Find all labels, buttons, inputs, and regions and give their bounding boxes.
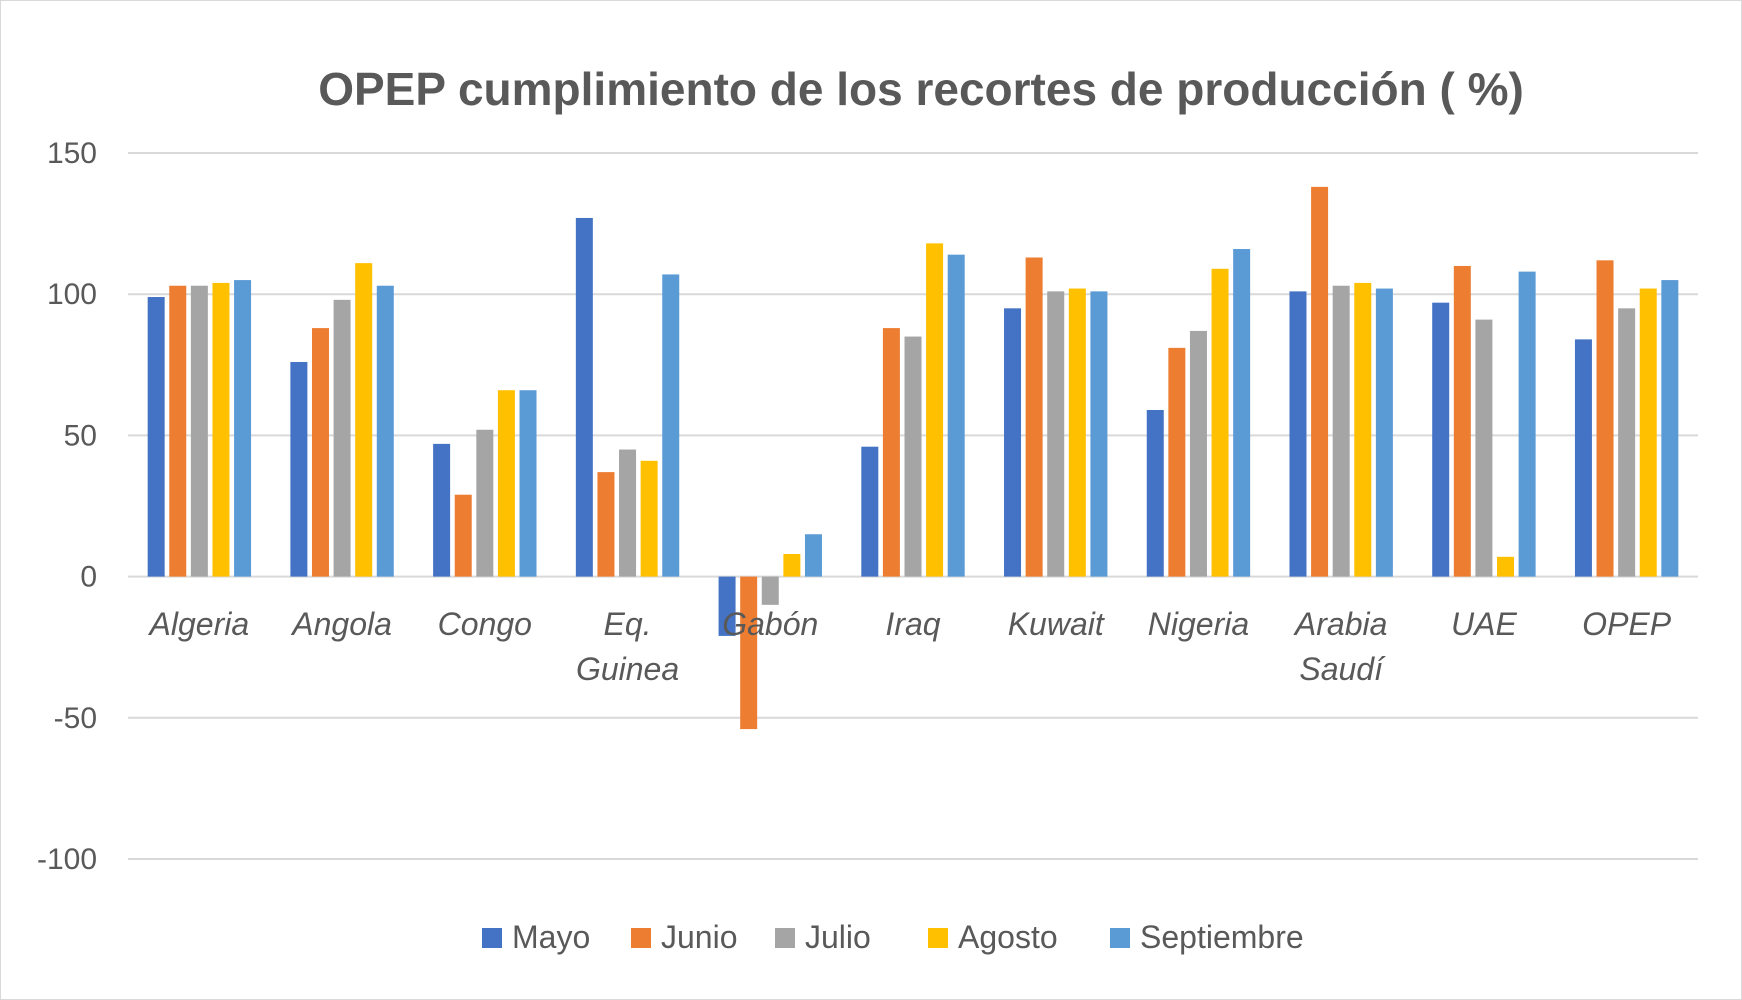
bar-mayo-5 bbox=[861, 446, 879, 577]
legend-swatch-junio bbox=[631, 928, 651, 948]
bar-junio-5 bbox=[882, 328, 900, 577]
bar-agosto-5 bbox=[926, 243, 944, 577]
bar-mayo-2 bbox=[433, 443, 451, 577]
y-tick-label: 0 bbox=[80, 561, 97, 594]
x-tick-label: Saudí bbox=[1299, 651, 1386, 687]
bar-septiembre-6 bbox=[1090, 291, 1108, 577]
bar-mayo-7 bbox=[1146, 409, 1164, 577]
bar-agosto-0 bbox=[212, 282, 230, 577]
y-tick-label: -100 bbox=[37, 843, 97, 876]
bar-septiembre-0 bbox=[234, 280, 252, 577]
bar-septiembre-9 bbox=[1518, 271, 1536, 577]
bar-septiembre-8 bbox=[1375, 288, 1393, 577]
bar-junio-2 bbox=[454, 494, 472, 577]
legend-swatch-septiembre bbox=[1110, 928, 1130, 948]
y-tick-label: 100 bbox=[47, 278, 97, 311]
bar-junio-3 bbox=[597, 472, 615, 577]
bar-julio-10 bbox=[1618, 308, 1636, 577]
bar-agosto-1 bbox=[355, 263, 373, 577]
bar-agosto-10 bbox=[1639, 288, 1657, 577]
bar-junio-1 bbox=[311, 328, 329, 577]
x-axis-labels: Algeria Angola Congo Eq. Guinea Gabón Iraq Kuwa… bbox=[148, 606, 1672, 687]
bar-septiembre-5 bbox=[947, 254, 965, 577]
y-tick-label: -50 bbox=[54, 702, 97, 735]
x-tick-label: Eq. bbox=[604, 606, 652, 642]
bar-julio-1 bbox=[333, 299, 351, 577]
bar-septiembre-10 bbox=[1661, 280, 1679, 577]
bar-junio-4 bbox=[740, 576, 758, 730]
legend-label-agosto: Agosto bbox=[958, 919, 1058, 955]
x-tick-label: Iraq bbox=[885, 606, 940, 642]
y-axis-labels: 150 100 50 0 -50 -100 bbox=[37, 137, 97, 876]
bar-agosto-3 bbox=[640, 460, 658, 577]
bar-mayo-0 bbox=[147, 297, 165, 577]
bar-septiembre-3 bbox=[662, 274, 680, 577]
bar-mayo-3 bbox=[575, 217, 593, 577]
bar-septiembre-4 bbox=[804, 534, 822, 577]
bar-julio-8 bbox=[1332, 285, 1350, 577]
legend-label-septiembre: Septiembre bbox=[1140, 919, 1304, 955]
x-tick-label: Arabia bbox=[1293, 606, 1388, 642]
bar-mayo-9 bbox=[1432, 302, 1450, 577]
bar-junio-7 bbox=[1168, 347, 1186, 577]
bar-julio-9 bbox=[1475, 319, 1493, 577]
x-tick-label: OPEP bbox=[1582, 606, 1672, 642]
bar-mayo-1 bbox=[290, 361, 308, 577]
x-tick-label: Angola bbox=[290, 606, 392, 642]
chart-title: OPEP cumplimiento de los recortes de pro… bbox=[318, 63, 1524, 115]
bar-julio-5 bbox=[904, 336, 922, 577]
y-tick-label: 50 bbox=[64, 419, 97, 452]
bars bbox=[147, 186, 1679, 730]
bar-septiembre-7 bbox=[1233, 249, 1251, 577]
bar-julio-4 bbox=[761, 576, 779, 605]
legend-swatch-julio bbox=[775, 928, 795, 948]
x-tick-label: Kuwait bbox=[1008, 606, 1105, 642]
y-tick-label: 150 bbox=[47, 137, 97, 170]
x-tick-label: Gabón bbox=[722, 606, 818, 642]
x-tick-label: Nigeria bbox=[1148, 606, 1249, 642]
bar-agosto-7 bbox=[1211, 268, 1229, 577]
x-tick-label: UAE bbox=[1451, 606, 1517, 642]
bar-junio-10 bbox=[1596, 260, 1614, 577]
legend-swatch-agosto bbox=[928, 928, 948, 948]
bar-mayo-6 bbox=[1004, 308, 1022, 577]
bar-julio-6 bbox=[1047, 291, 1065, 577]
bar-junio-6 bbox=[1025, 257, 1043, 577]
x-tick-label: Algeria bbox=[148, 606, 250, 642]
bar-julio-3 bbox=[619, 449, 637, 577]
x-tick-label: Congo bbox=[438, 606, 532, 642]
legend-label-mayo: Mayo bbox=[512, 919, 590, 955]
bar-junio-9 bbox=[1453, 265, 1471, 577]
legend-swatch-mayo bbox=[482, 928, 502, 948]
bar-mayo-10 bbox=[1574, 339, 1592, 577]
legend-label-junio: Junio bbox=[661, 919, 738, 955]
bar-junio-0 bbox=[169, 285, 187, 577]
bar-agosto-4 bbox=[783, 554, 801, 577]
bar-mayo-8 bbox=[1289, 291, 1307, 577]
bar-agosto-6 bbox=[1068, 288, 1086, 577]
legend-label-julio: Julio bbox=[805, 919, 871, 955]
legend: Mayo Junio Julio Agosto Septiembre bbox=[482, 919, 1304, 955]
bar-junio-8 bbox=[1311, 186, 1329, 577]
bar-agosto-9 bbox=[1497, 556, 1515, 577]
x-tick-label: Guinea bbox=[576, 651, 679, 687]
bar-agosto-8 bbox=[1354, 282, 1372, 577]
bar-septiembre-1 bbox=[376, 285, 394, 577]
bar-agosto-2 bbox=[497, 390, 515, 577]
bar-mayo-4 bbox=[718, 576, 736, 636]
bar-julio-2 bbox=[476, 429, 494, 577]
bar-julio-7 bbox=[1189, 330, 1207, 577]
bar-septiembre-2 bbox=[519, 390, 537, 577]
bar-julio-0 bbox=[190, 285, 208, 577]
